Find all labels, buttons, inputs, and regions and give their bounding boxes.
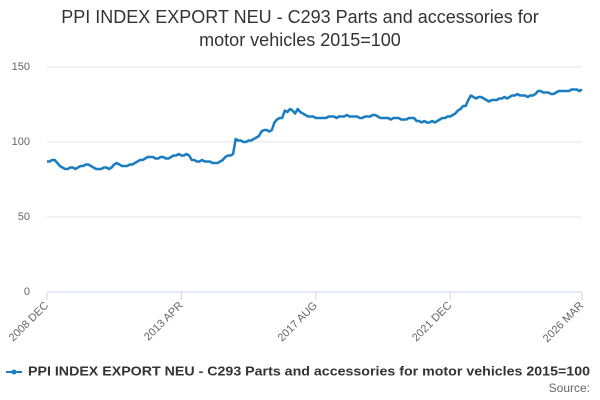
x-tick-label: 2026 MAR (541, 300, 586, 345)
y-tick-label: 50 (18, 211, 30, 223)
legend-label: PPI INDEX EXPORT NEU - C293 Parts and ac… (28, 363, 590, 378)
x-tick-label: 2017 AUG (276, 300, 320, 344)
data-line (47, 88, 583, 171)
x-tick-label: 2013 APR (142, 300, 186, 344)
y-tick-label: 100 (12, 136, 30, 148)
chart-title: PPI INDEX EXPORT NEU - C293 Parts and ac… (61, 7, 539, 50)
x-tick-label: 2008 DEC (7, 300, 51, 344)
source: Source: (549, 381, 590, 395)
y-tick-label: 0 (24, 286, 30, 298)
x-tick-label: 2021 DEC (410, 300, 454, 344)
legend-swatch-marker (11, 369, 17, 375)
y-tick-label: 150 (12, 61, 30, 73)
